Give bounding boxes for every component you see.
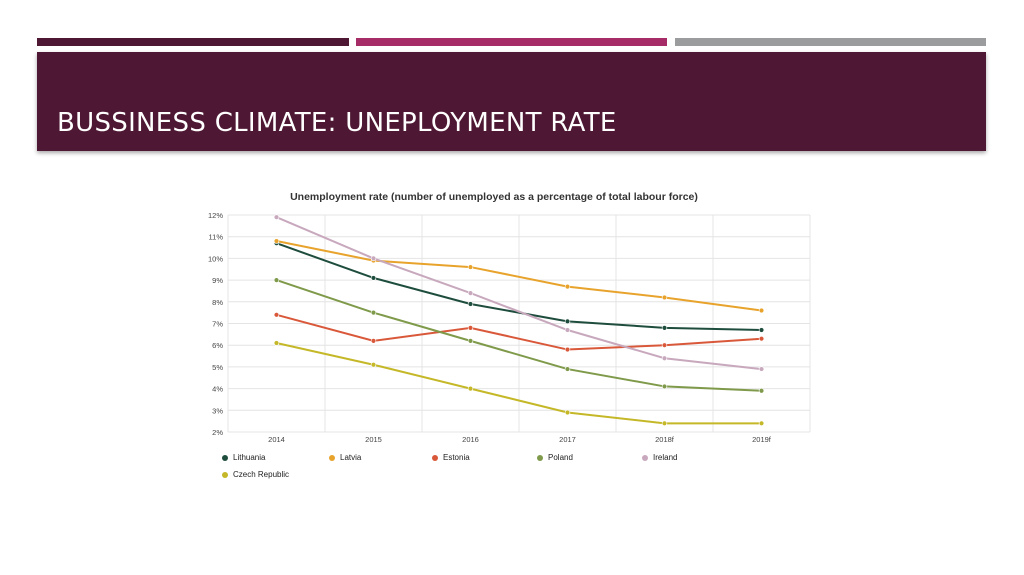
y-tick-label: 6% xyxy=(212,341,223,350)
y-tick-label: 2% xyxy=(212,428,223,437)
y-tick-label: 4% xyxy=(212,385,223,394)
data-point xyxy=(564,366,571,372)
x-tick-label: 2016 xyxy=(462,435,479,444)
legend-label: Latvia xyxy=(340,453,362,462)
series-line xyxy=(276,216,762,371)
legend-item: Estonia xyxy=(432,453,470,462)
data-point xyxy=(758,335,765,342)
legend-marker xyxy=(642,454,648,461)
data-point xyxy=(370,309,377,316)
series-line xyxy=(276,242,762,332)
legend-label: Poland xyxy=(548,453,573,462)
accent-stripe-dark xyxy=(37,38,349,46)
legend-marker xyxy=(222,454,228,461)
data-point xyxy=(273,277,280,283)
data-point xyxy=(758,388,765,394)
data-point xyxy=(661,294,668,301)
data-point xyxy=(467,290,474,296)
data-point xyxy=(273,238,280,244)
data-point xyxy=(564,409,571,416)
y-tick-label: 7% xyxy=(212,320,223,329)
title-band: BUSSINESS CLIMATE: UNEPLOYMENT RATE xyxy=(37,52,986,151)
data-point xyxy=(661,355,668,361)
data-point xyxy=(564,283,571,290)
legend-label: Estonia xyxy=(443,453,470,462)
data-point xyxy=(758,327,765,333)
data-point xyxy=(467,338,474,344)
series-line xyxy=(276,240,762,312)
y-tick-label: 10% xyxy=(208,254,223,263)
data-point xyxy=(467,385,474,392)
data-point xyxy=(273,214,280,220)
data-point xyxy=(758,366,765,372)
data-point xyxy=(273,312,280,318)
data-point xyxy=(758,420,765,427)
legend-label: Ireland xyxy=(653,453,678,462)
legend-item: Poland xyxy=(537,453,573,462)
x-tick-label: 2019f xyxy=(752,435,772,444)
data-point xyxy=(564,318,571,325)
data-point xyxy=(370,362,377,368)
data-point xyxy=(564,346,571,353)
legend-label: Lithuania xyxy=(233,453,266,462)
x-tick-label: 2017 xyxy=(559,435,576,444)
data-point xyxy=(661,420,668,427)
data-point xyxy=(370,338,377,344)
data-point xyxy=(370,275,377,281)
accent-stripe-magenta xyxy=(356,38,667,46)
y-tick-label: 3% xyxy=(212,406,223,415)
series-line xyxy=(276,342,762,425)
legend-marker xyxy=(329,454,335,461)
x-tick-label: 2014 xyxy=(268,435,285,444)
x-tick-label: 2015 xyxy=(365,435,382,444)
y-tick-label: 9% xyxy=(212,276,223,285)
legend-marker xyxy=(222,471,228,478)
legend-item: Czech Republic xyxy=(222,470,289,479)
y-tick-label: 12% xyxy=(208,211,223,220)
data-point xyxy=(661,342,668,348)
data-point xyxy=(467,264,474,270)
series-line xyxy=(276,313,762,351)
data-point xyxy=(467,301,474,307)
accent-stripe-gray xyxy=(675,38,986,46)
unemployment-line-chart: Unemployment rate (number of unemployed … xyxy=(208,191,811,444)
legend-item: Lithuania xyxy=(222,453,265,462)
chart-legend: Lithuania Latvia Estonia Poland Ireland Czech… xyxy=(222,453,782,487)
data-point xyxy=(661,325,668,331)
legend-marker xyxy=(432,454,438,461)
legend-item: Latvia xyxy=(329,453,361,462)
data-point xyxy=(467,325,474,331)
y-tick-label: 11% xyxy=(209,233,224,242)
y-tick-label: 5% xyxy=(212,363,223,372)
data-point xyxy=(273,340,280,346)
legend-marker xyxy=(537,454,543,461)
series-line xyxy=(276,279,762,392)
data-point xyxy=(661,383,668,390)
data-point xyxy=(564,327,571,333)
chart-title: Unemployment rate (number of unemployed … xyxy=(290,191,698,203)
legend-item: Ireland xyxy=(642,453,677,462)
data-point xyxy=(758,307,765,314)
legend-label: Czech Republic xyxy=(233,470,290,479)
data-point xyxy=(370,255,377,262)
slide-title: BUSSINESS CLIMATE: UNEPLOYMENT RATE xyxy=(57,108,617,138)
x-tick-label: 2018f xyxy=(655,435,675,444)
y-tick-label: 8% xyxy=(212,298,223,307)
